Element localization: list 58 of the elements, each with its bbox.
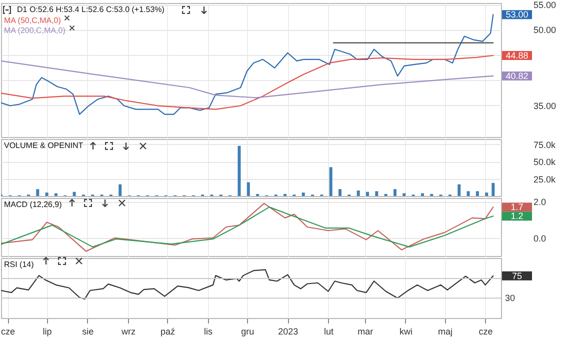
x-tick-label: lut xyxy=(324,326,334,336)
bar xyxy=(45,192,48,196)
chart-title: VOLUME & OPENINT xyxy=(4,141,84,150)
x-tick-label: paź xyxy=(160,326,176,336)
bar xyxy=(375,191,378,196)
y-tick-label: 50.00 xyxy=(534,25,556,36)
chart-title: MACD (12,26,9) xyxy=(4,200,62,209)
bar xyxy=(476,191,479,196)
y-tick-label: 50.0k xyxy=(534,157,556,168)
line-series xyxy=(1,54,494,110)
x-tick-label: gru xyxy=(241,326,254,336)
text: MA (200,C,MA,0) xyxy=(4,26,66,35)
bar xyxy=(72,192,76,196)
bar xyxy=(118,184,122,196)
y-tick-label: 0.0 xyxy=(534,233,546,244)
chart-title: D1 O:52.6 H:53.4 L:52.6 C:53.0 (+1.53%) xyxy=(17,5,165,14)
chart-title: RSI (14) xyxy=(4,260,34,269)
x-tick-label: lis xyxy=(204,326,214,336)
bar xyxy=(466,191,470,196)
text: 1.7 xyxy=(510,202,524,212)
bar xyxy=(238,146,241,196)
bar xyxy=(393,189,396,196)
x-tick-label: mar xyxy=(358,326,374,336)
x-tick-label: maj xyxy=(438,326,452,336)
bar xyxy=(356,190,360,196)
bar xyxy=(492,182,495,196)
y-tick-label: 55.00 xyxy=(534,0,556,10)
bar xyxy=(246,182,250,196)
bar xyxy=(458,184,461,196)
x-tick-label: wrz xyxy=(120,326,136,336)
bar xyxy=(366,192,369,196)
line-series xyxy=(1,14,494,115)
bar xyxy=(302,192,305,196)
bar xyxy=(329,167,332,196)
text: 40.82 xyxy=(506,70,528,81)
x-tick-label: sie xyxy=(82,326,94,336)
x-tick-label: 2023 xyxy=(278,326,298,336)
text: 53.00 xyxy=(506,10,528,20)
bar xyxy=(485,192,488,196)
y-tick-label: 25.0k xyxy=(534,174,556,184)
bar xyxy=(54,193,58,196)
text: MA (50,C,MA,0) xyxy=(4,16,62,25)
bar xyxy=(420,193,424,196)
bar xyxy=(36,189,40,196)
text: 1.2 xyxy=(510,211,524,222)
text: 75 xyxy=(512,270,522,281)
x-tick-label: lip xyxy=(42,326,52,336)
bar xyxy=(402,193,406,196)
bar xyxy=(338,189,342,196)
ref-line-label: 30 xyxy=(505,293,516,304)
x-tick-label: kwi xyxy=(399,326,412,336)
text: 44.88 xyxy=(506,50,528,60)
y-tick-label: 75.0k xyxy=(534,140,556,150)
x-tick-label: cze xyxy=(1,326,16,336)
y-tick-label: 35.00 xyxy=(534,100,556,111)
line-series xyxy=(1,60,494,98)
x-tick-label: cze xyxy=(478,326,493,336)
y-tick-label: 2.0 xyxy=(534,197,546,208)
